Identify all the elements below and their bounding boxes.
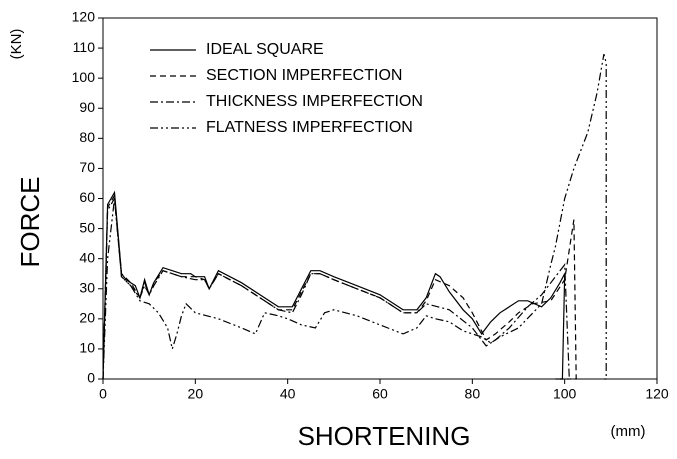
y-tick-label: 110	[73, 39, 96, 55]
y-tick-label: 70	[79, 159, 95, 175]
y-tick-label: 90	[79, 99, 95, 115]
x-tick-label: 120	[645, 386, 669, 402]
y-tick-label: 50	[79, 219, 95, 235]
legend-label: FLATNESS IMPERFECTION	[206, 119, 413, 136]
y-tick-label: 0	[87, 370, 95, 386]
x-tick-label: 100	[553, 386, 577, 402]
x-unit: (mm)	[611, 423, 646, 440]
y-unit: (KN)	[8, 29, 25, 60]
x-tick-label: 80	[465, 386, 481, 402]
series-line	[102, 196, 570, 380]
series-line	[102, 193, 577, 380]
x-tick-label: 0	[99, 386, 107, 402]
y-tick-label: 10	[79, 340, 95, 356]
y-tick-label: 120	[72, 9, 96, 25]
x-axis-label: SHORTENING	[298, 421, 471, 451]
legend-label: THICKNESS IMPERFECTION	[206, 93, 423, 110]
x-tick-label: 60	[372, 386, 388, 402]
series-line	[102, 190, 566, 380]
y-tick-label: 30	[79, 279, 95, 295]
series-line	[102, 53, 607, 380]
legend-label: SECTION IMPERFECTION	[206, 67, 402, 84]
legend-label: IDEAL SQUARE	[206, 41, 324, 58]
y-tick-label: 60	[79, 189, 95, 205]
y-tick-label: 40	[79, 249, 95, 265]
x-tick-label: 40	[280, 386, 296, 402]
y-tick-label: 20	[79, 310, 95, 326]
y-tick-label: 100	[72, 69, 96, 85]
x-tick-label: 20	[188, 386, 204, 402]
y-tick-label: 80	[79, 129, 95, 145]
y-axis-label: FORCE	[15, 177, 45, 268]
